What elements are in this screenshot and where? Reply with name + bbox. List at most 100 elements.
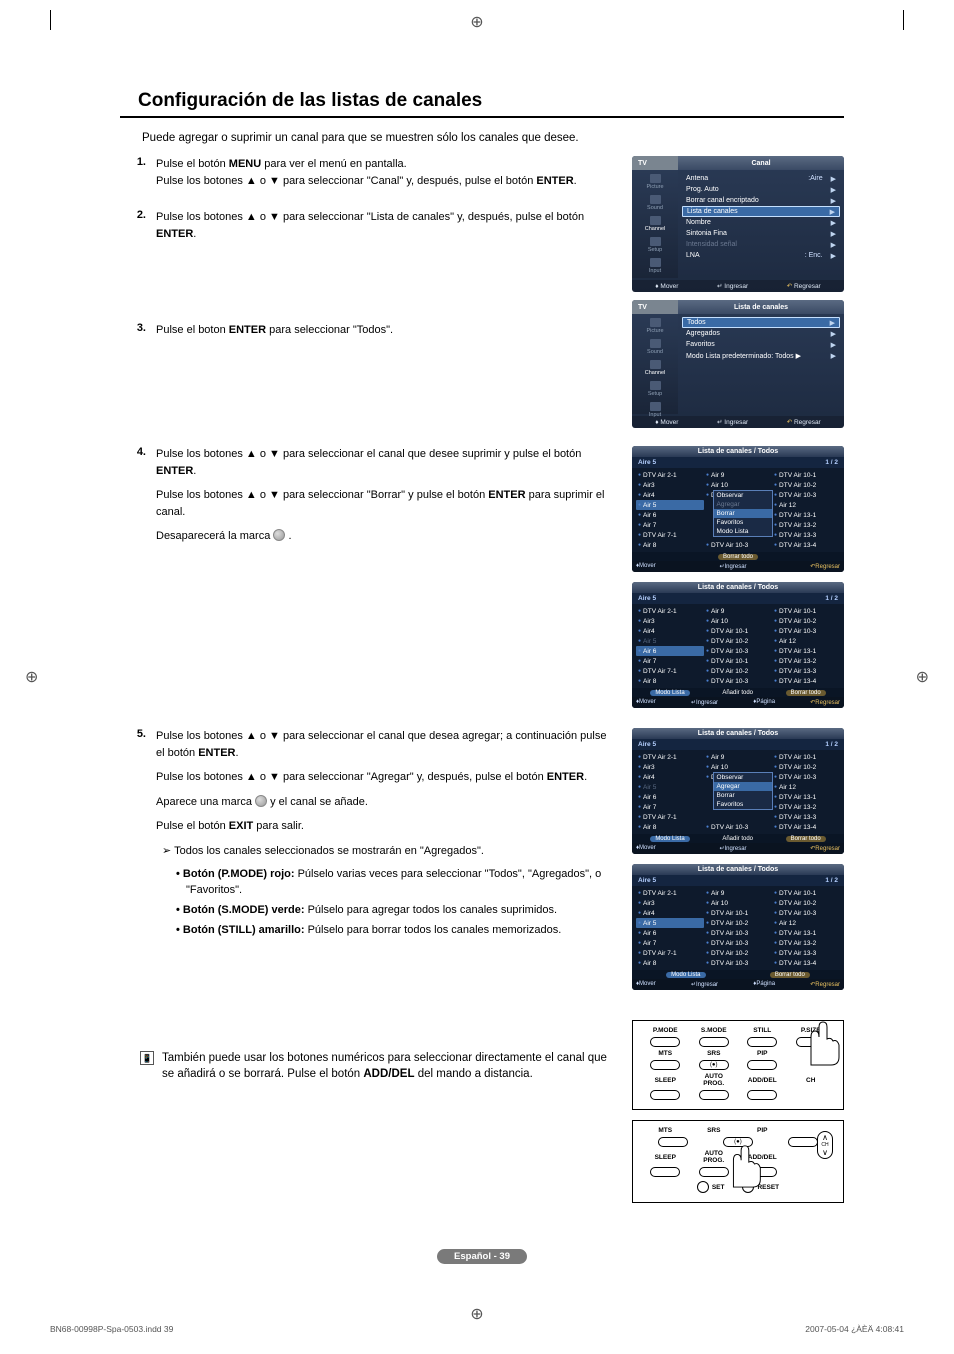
remote-row: SLEEPAUTO PROG.ADD/DELCH [641, 1073, 835, 1087]
chlist-hint: ↶Regresar [810, 845, 840, 852]
registration-mark-icon: ⊕ [470, 12, 483, 32]
step-text: Pulse el boton ENTER para seleccionar "T… [156, 322, 614, 339]
chlist-subheader: Aire 51 / 2 [632, 457, 844, 468]
channel-list-panel-4: Lista de canales / TodosAire 51 / 2DTV A… [632, 582, 844, 708]
chlist-submenu: ObservarAgregarBorrarFavoritosModo Lista [713, 490, 773, 537]
chlist-action: Modo Lista [650, 836, 689, 842]
osd-hint: ↶ Regresar [787, 418, 821, 426]
chlist-item: DTV Air 13-3 [772, 812, 840, 822]
chlist-item: Air4 [636, 626, 704, 636]
chlist-item: DTV Air 13-1 [772, 510, 840, 520]
chlist-item: DTV Air 10-3 [772, 490, 840, 500]
chlist-action: Borrar todo [786, 690, 826, 696]
chlist-item: Air3 [636, 480, 704, 490]
remote-button [658, 1137, 688, 1147]
note-still: • Botón (STILL) amarillo: Púlselo para b… [176, 923, 614, 939]
chlist-item: Air 7 [636, 938, 704, 948]
chlist-item: DTV Air 10-3 [772, 626, 840, 636]
intro-text: Puede agregar o suprimir un canal para q… [142, 132, 844, 144]
chlist-hint: ♦Mover [636, 699, 656, 706]
step-text: Desaparecerá la marca . [156, 528, 614, 545]
remote-label: AUTO PROG. [695, 1073, 733, 1087]
chlist-item: Air3 [636, 616, 704, 626]
chlist-title: Lista de canales / Todos [632, 446, 844, 457]
remote-set-button: SET [697, 1181, 725, 1193]
channel-list-panel-6: Lista de canales / TodosAire 51 / 2 DTV A… [632, 864, 844, 990]
chlist-item: DTV Air 10-2 [704, 918, 772, 928]
osd-tv-label: TV [632, 300, 678, 314]
chlist-item: DTV Air 13-1 [772, 792, 840, 802]
chlist-item: Air 9 [704, 752, 772, 762]
remote-label: STILL [743, 1027, 781, 1034]
step-text: Pulse los botones ▲ o ▼ para seleccionar… [156, 446, 614, 479]
chlist-hint: ↶Regresar [810, 699, 840, 706]
osd-main: Todos▶Agregados▶Favoritos▶Modo Lista pre… [678, 314, 844, 414]
chlist-item: DTV Air 10-3 [704, 540, 772, 550]
chlist-hint: ♦Mover [636, 845, 656, 852]
chlist-action: Añadir todo [722, 836, 753, 842]
osd-hint: ↶ Regresar [787, 282, 821, 290]
chlist-item: DTV Air 13-2 [772, 938, 840, 948]
step-text: Pulse el botón EXIT para salir. [156, 818, 614, 835]
chlist-footer: ♦Mover↵Ingresar♦Página↶Regresar [632, 979, 844, 990]
step-text: Pulse los botones ▲ o ▼ para seleccionar… [156, 487, 614, 520]
page-title: Configuración de las listas de canales [120, 90, 844, 112]
title-rule [120, 116, 844, 118]
osd-side-item: Picture [632, 317, 678, 335]
chlist-item: DTV Air 10-1 [772, 470, 840, 480]
osd-menu-row: Antena:Aire▶ [682, 173, 840, 184]
osd-lista-canales: TV Lista de canales PictureSoundChannelS… [632, 300, 844, 428]
chlist-actions: Borrar todo [632, 552, 844, 561]
chlist-grid: DTV Air 2-1Air3Air4Air 5Air 6Air 7DTV Ai… [632, 468, 844, 552]
chlist-item: DTV Air 13-1 [772, 928, 840, 938]
chlist-subheader: Aire 51 / 2 [632, 593, 844, 604]
chlist-item: Air 8 [636, 958, 704, 968]
page-content: Configuración de las listas de canales P… [30, 20, 924, 1284]
chlist-subheader: Aire 51 / 2 [632, 739, 844, 750]
remote-label: P.MODE [646, 1027, 684, 1034]
chlist-action: Modo Lista [650, 690, 689, 696]
remote-label: PIP [743, 1050, 781, 1057]
remote-button [650, 1090, 680, 1100]
chlist-grid: DTV Air 2-1Air3Air4Air 5Air 6Air 7DTV Ai… [632, 750, 844, 834]
chlist-item: DTV Air 10-1 [704, 656, 772, 666]
channel-list-panel-3: Lista de canales / TodosAire 51 / 2DTV A… [632, 446, 844, 572]
chlist-item: Air 5 [636, 636, 704, 646]
footnote: 📱 También puede usar los botones numéric… [140, 1050, 614, 1082]
chlist-item: DTV Air 13-4 [772, 676, 840, 686]
remote-diagram-2: MTSSRSPIP (●) ∧CH∨ SLEEPAUTO PROG.ADD/DE… [632, 1120, 844, 1203]
osd-hint: ↵ Ingresar [717, 282, 748, 290]
osd-menu-row: Sintonia Fina▶ [682, 228, 840, 239]
osd-hint: ♦ Mover [655, 419, 678, 426]
remote-label: MTS [646, 1050, 684, 1057]
remote-label: SLEEP [646, 1077, 684, 1084]
chlist-action: Borrar todo [770, 972, 810, 978]
osd-menu-row: Todos▶ [682, 317, 840, 328]
step-number: 3. [128, 322, 146, 347]
chlist-footer: ♦Mover↵Ingresar↶Regresar [632, 561, 844, 572]
note-pmode: • Botón (P.MODE) rojo: Púlselo varias ve… [176, 867, 614, 899]
chlist-item: Air 6 [636, 510, 704, 520]
chlist-item: DTV Air 10-3 [704, 928, 772, 938]
osd-menu-row: Favoritos▶ [682, 339, 840, 350]
osd-side-item: Setup [632, 236, 678, 254]
chlist-item: Air 7 [636, 656, 704, 666]
chlist-hint: ↶Regresar [810, 981, 840, 988]
remote-button [788, 1137, 818, 1147]
chlist-submenu-item: Borrar [714, 791, 772, 800]
chlist-hint: ♦Mover [636, 563, 656, 570]
footnote-text: También puede usar los botones numéricos… [162, 1050, 614, 1082]
remote-button [747, 1037, 777, 1047]
chlist-title: Lista de canales / Todos [632, 864, 844, 875]
chlist-item: DTV Air 13-3 [772, 948, 840, 958]
step-number: 4. [128, 446, 146, 553]
chlist-item: Air 9 [704, 470, 772, 480]
remote-button [650, 1037, 680, 1047]
osd-side-item: Picture [632, 173, 678, 191]
remote-button [699, 1037, 729, 1047]
osd-side-item: Input [632, 401, 678, 419]
osd-side-item: Input [632, 257, 678, 275]
chlist-item: DTV Air 13-2 [772, 802, 840, 812]
chlist-subheader: Aire 51 / 2 [632, 875, 844, 886]
hand-pointer-icon [801, 1017, 843, 1067]
